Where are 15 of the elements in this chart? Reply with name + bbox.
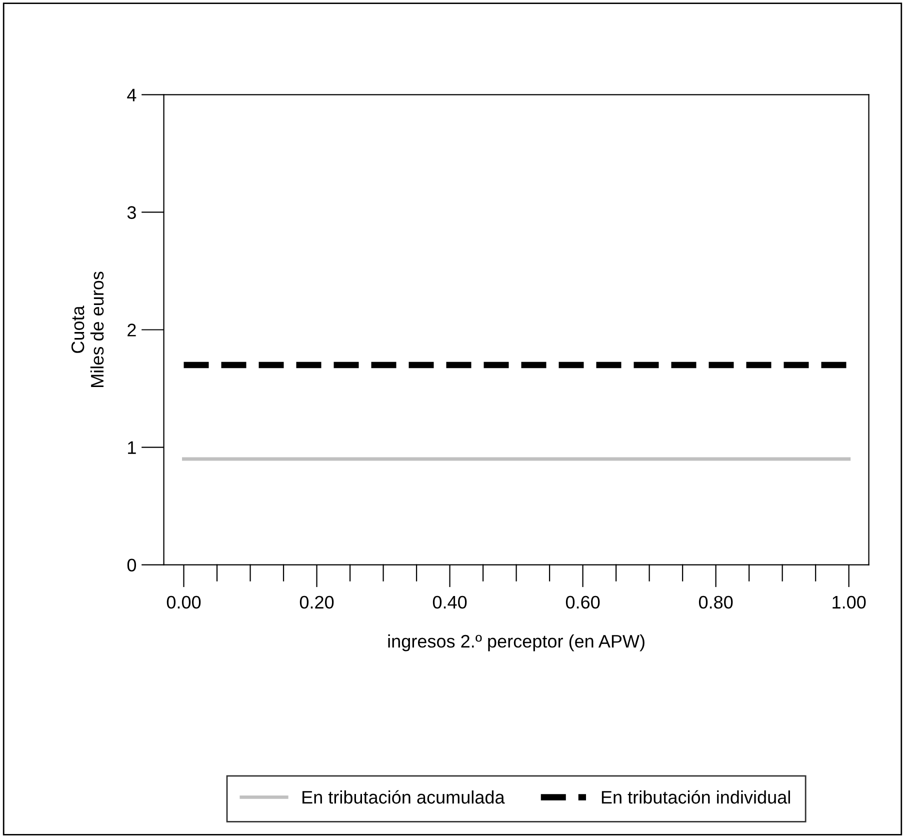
x-tick-label: 0.60 bbox=[566, 596, 600, 609]
y-tick-label: 3 bbox=[127, 206, 136, 219]
legend-label: En tributación acumulada bbox=[302, 790, 505, 804]
y-tick-label: 1 bbox=[128, 441, 136, 454]
x-tick-label: 0.40 bbox=[432, 596, 467, 609]
y-tick-label: 2 bbox=[128, 324, 136, 336]
y-axis-title: Cuota Miles de euros bbox=[71, 272, 104, 387]
x-tick-label: 1.00 bbox=[832, 596, 866, 609]
x-tick-label: 0.80 bbox=[698, 596, 733, 609]
x-axis-title: ingresos 2.º perceptor (en APW) bbox=[388, 634, 644, 652]
y-tick-label: 4 bbox=[127, 88, 136, 102]
legend-label: En tributación individual bbox=[602, 790, 790, 804]
x-tick-label: 0.00 bbox=[166, 596, 201, 609]
y-tick-label: 0 bbox=[127, 558, 136, 572]
x-tick-label: 0.20 bbox=[300, 596, 334, 609]
